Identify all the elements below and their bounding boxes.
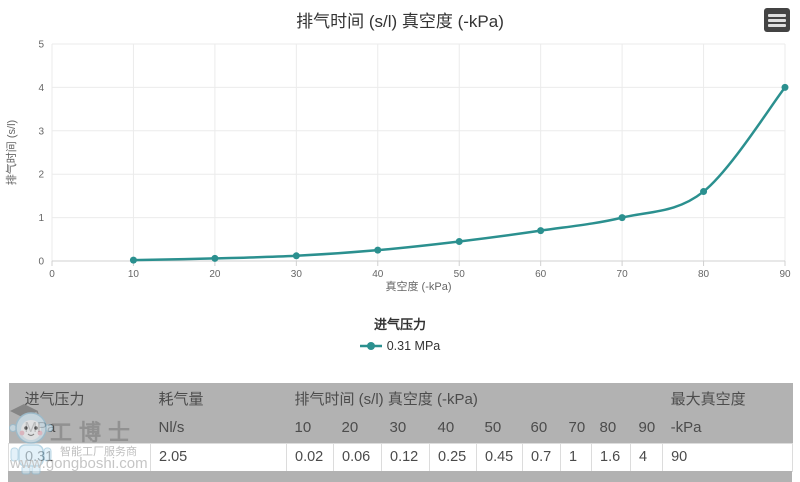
- spec-table: 进气压力 耗气量 排气时间 (s/l) 真空度 (-kPa) 最大真空度 MPa Nl/s…: [8, 383, 794, 472]
- table-cell: 0.31: [8, 442, 151, 472]
- table-unit-header: 60: [522, 413, 561, 443]
- y-axis-tick-label: 0: [38, 257, 44, 268]
- y-axis-tick-label: 1: [38, 213, 44, 224]
- legend-item[interactable]: 0.31 MPa: [359, 339, 441, 353]
- x-axis-tick-label: 30: [291, 269, 303, 280]
- table-unit-header: 70: [560, 413, 592, 443]
- legend-item-label: 0.31 MPa: [386, 339, 441, 353]
- x-axis-tick-label: 10: [128, 269, 140, 280]
- table-group-header: 进气压力: [8, 383, 151, 413]
- table-cell: 0.02: [286, 442, 334, 472]
- table-unit-header: 50: [476, 413, 523, 443]
- data-point-marker[interactable]: [292, 252, 300, 260]
- x-axis-tick-label: 70: [617, 269, 629, 280]
- table-unit-header: 10: [286, 413, 334, 443]
- table-unit-header: 30: [381, 413, 430, 443]
- table-cell: 0.45: [476, 442, 523, 472]
- x-axis-tick-label: 0: [49, 269, 55, 280]
- table-cell: 0.12: [381, 442, 430, 472]
- table-group-header: 最大真空度: [662, 383, 793, 413]
- x-axis-tick-label: 80: [698, 269, 710, 280]
- data-point-marker[interactable]: [211, 254, 219, 262]
- x-axis-tick-label: 40: [372, 269, 384, 280]
- data-point-marker[interactable]: [129, 256, 137, 264]
- table-unit-header: MPa: [8, 413, 151, 443]
- table-row: 0.31 2.05 0.02 0.06 0.12 0.25 0.45 0.7 1 1.6 4 90: [8, 442, 794, 472]
- table-cell: 0.25: [429, 442, 477, 472]
- legend-title: 进气压力: [373, 317, 426, 332]
- y-axis-tick-label: 4: [38, 83, 44, 94]
- table-unit-header: 40: [429, 413, 477, 443]
- hamburger-bar: [768, 18, 786, 22]
- series-marker-icon: [359, 342, 382, 350]
- y-axis-tick-label: 2: [38, 170, 44, 181]
- x-axis-tick-label: 20: [209, 269, 221, 280]
- x-axis-tick-label: 90: [779, 269, 791, 280]
- data-point-marker[interactable]: [455, 237, 463, 245]
- table-cell: 0.7: [522, 442, 561, 472]
- table-unit-header: 20: [333, 413, 382, 443]
- table-cell: 2.05: [150, 442, 287, 472]
- table-group-header: 耗气量: [150, 383, 287, 413]
- spec-table-wrap: 进气压力 耗气量 排气时间 (s/l) 真空度 (-kPa) 最大真空度 MPa Nl/s…: [8, 383, 794, 472]
- chart-legend: 进气压力 0.31 MPa: [0, 314, 800, 356]
- table-unit-header: 80: [591, 413, 631, 443]
- data-point-marker[interactable]: [781, 83, 789, 91]
- data-point-marker[interactable]: [537, 227, 545, 235]
- table-footer-strip: [8, 471, 792, 482]
- table-unit-header: -kPa: [662, 413, 793, 443]
- table-cell: 90: [662, 442, 794, 472]
- hamburger-menu-icon[interactable]: [764, 8, 790, 32]
- table-cell: 1: [560, 442, 592, 472]
- y-axis-tick-label: 3: [38, 126, 44, 137]
- data-point-marker[interactable]: [374, 246, 382, 254]
- hamburger-bar: [768, 23, 786, 27]
- table-cell: 0.06: [333, 442, 382, 472]
- y-axis-tick-label: 5: [38, 40, 44, 51]
- table-cell: 4: [629, 442, 664, 472]
- x-axis-tick-label: 50: [454, 269, 466, 280]
- hamburger-bar: [768, 13, 786, 17]
- table-cell: 1.6: [591, 442, 631, 472]
- table-group-header: 排气时间 (s/l) 真空度 (-kPa): [286, 383, 663, 413]
- x-axis-tick-label: 60: [535, 269, 547, 280]
- y-axis-title: 排气时间 (s/l): [4, 120, 18, 185]
- table-unit-header: 90: [630, 413, 663, 443]
- chart-title: 排气时间 (s/l) 真空度 (-kPa): [296, 12, 504, 31]
- x-axis-title: 真空度 (-kPa): [386, 279, 452, 293]
- data-point-marker[interactable]: [618, 214, 626, 222]
- table-unit-header: Nl/s: [150, 413, 287, 443]
- data-point-marker[interactable]: [700, 188, 708, 196]
